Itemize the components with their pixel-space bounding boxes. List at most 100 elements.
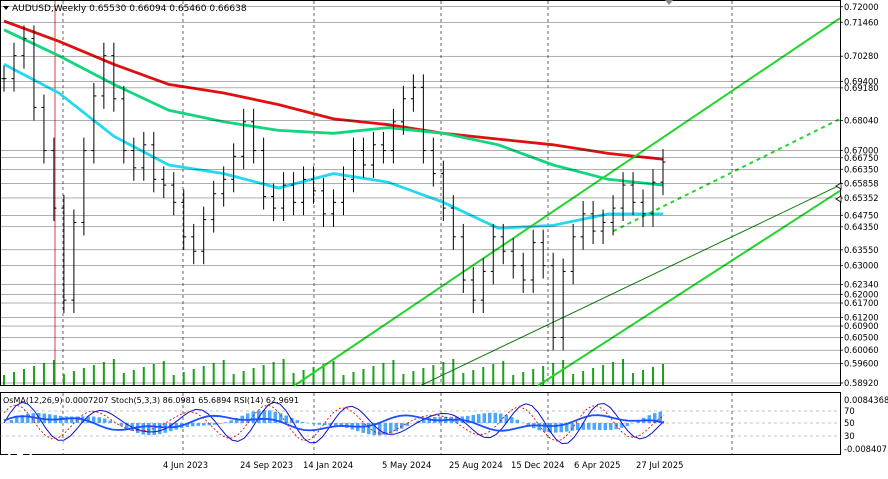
y-tick-label: 0.66350	[844, 164, 879, 174]
instaforex-logo-dot	[16, 448, 24, 456]
osma-bar	[609, 423, 613, 430]
volume-bar	[432, 365, 434, 385]
y-tick-label: 0.71460	[844, 17, 879, 27]
osma-bar	[197, 423, 201, 426]
indicator-tick-label: 30	[844, 431, 855, 441]
osma-bar	[318, 423, 322, 425]
osma-bar	[230, 420, 234, 423]
y-tick-label: 0.66750	[844, 153, 879, 163]
volume-bar	[33, 366, 35, 385]
y-tick-label: 0.60500	[844, 333, 879, 343]
volume-bar	[512, 375, 514, 385]
volume-bar	[283, 359, 285, 385]
volume-bar	[382, 363, 384, 385]
osma-bar	[142, 423, 146, 435]
x-tick-label: 5 May 2024	[382, 460, 431, 470]
volume-bar	[153, 364, 155, 385]
osma-bar	[147, 423, 151, 435]
osma-bar	[604, 423, 608, 430]
y-tick-label: 0.60060	[844, 345, 879, 355]
osma-bar	[202, 423, 206, 426]
volume-bar	[622, 359, 624, 385]
osma-bar	[488, 413, 492, 423]
osma-bar	[98, 417, 102, 423]
x-tick-label: 25 Aug 2024	[449, 460, 503, 470]
osma-bar	[65, 416, 69, 423]
osma-bar	[224, 422, 228, 423]
volume-bar	[602, 365, 604, 385]
volume-bar	[3, 375, 5, 385]
osma-bar	[587, 423, 591, 430]
indicator-tick-label: 0.0084368	[844, 395, 888, 405]
osma-bar	[10, 420, 14, 423]
osma-bar	[494, 413, 498, 423]
indicator-tick-label: 50	[844, 418, 855, 428]
x-tick-label: 15 Dec 2024	[511, 460, 565, 470]
volume-bar	[442, 362, 444, 385]
volume-bar	[492, 364, 494, 385]
osma-bar	[362, 423, 366, 433]
volume-bar	[103, 362, 105, 385]
osma-bar	[296, 420, 300, 423]
osma-bar	[626, 423, 630, 426]
watermark-tagline: Instant Forex Trading	[40, 460, 135, 471]
osma-bar	[191, 423, 195, 426]
osma-bar	[554, 423, 558, 433]
osma-bar	[301, 422, 305, 423]
osma-bar	[406, 423, 410, 426]
volume-bar	[83, 368, 85, 385]
x-tick-label: 24 Sep 2023	[240, 460, 293, 470]
osma-bar	[109, 420, 113, 423]
volume-bar	[572, 374, 574, 385]
chart-title: AUDUSD,Weekly 0.65530 0.66094 0.65460 0.…	[12, 4, 247, 14]
volume-bar	[662, 364, 664, 385]
osma-bar	[219, 423, 223, 424]
volume-bar	[43, 363, 45, 385]
y-tick-label: 0.70280	[844, 51, 879, 61]
osma-bar	[158, 423, 162, 434]
y-tick-label: 0.64350	[844, 222, 879, 232]
volume-bar	[482, 367, 484, 385]
indicator-tick-label: 70	[844, 406, 855, 416]
y-tick-label: 0.62340	[844, 280, 879, 290]
volume-bar	[253, 368, 255, 385]
volume-bar	[173, 375, 175, 385]
y-axis-ticks: 0.720000.714600.702800.694000.691800.680…	[840, 2, 879, 388]
volume-bar	[452, 359, 454, 385]
volume-bar	[372, 366, 374, 385]
volume-bar	[592, 368, 594, 385]
osma-bar	[395, 423, 399, 431]
x-tick-label: 14 Jan 2024	[303, 460, 353, 470]
y-tick-label: 0.63550	[844, 245, 879, 255]
osma-bar	[598, 423, 602, 430]
osma-bar	[576, 423, 580, 430]
volume-bar	[362, 369, 364, 385]
volume-bar	[313, 367, 315, 385]
volume-bar	[163, 361, 165, 385]
volume-bar	[113, 359, 115, 385]
volume-bar	[392, 360, 394, 385]
y-tick-label: 0.68040	[844, 116, 879, 126]
watermark-brand: instaforex	[40, 435, 122, 454]
volume-bar	[213, 363, 215, 385]
volume-bar	[502, 361, 504, 385]
y-tick-label: 0.60900	[844, 321, 879, 331]
volume-bar	[193, 369, 195, 385]
osma-bar	[312, 423, 316, 424]
osma-bar	[483, 413, 487, 423]
indicator-tick-label: -0.008407	[844, 444, 887, 454]
volume-bar	[342, 375, 344, 385]
osma-bar	[499, 414, 503, 423]
volume-bar	[143, 367, 145, 385]
osma-bar	[593, 423, 597, 430]
osma-bar	[516, 420, 520, 423]
volume-bar	[422, 368, 424, 385]
osma-bar	[538, 423, 542, 430]
volume-bar	[223, 360, 225, 385]
volume-bar	[53, 360, 55, 385]
volume-bar	[233, 374, 235, 385]
osma-bar	[120, 423, 124, 426]
